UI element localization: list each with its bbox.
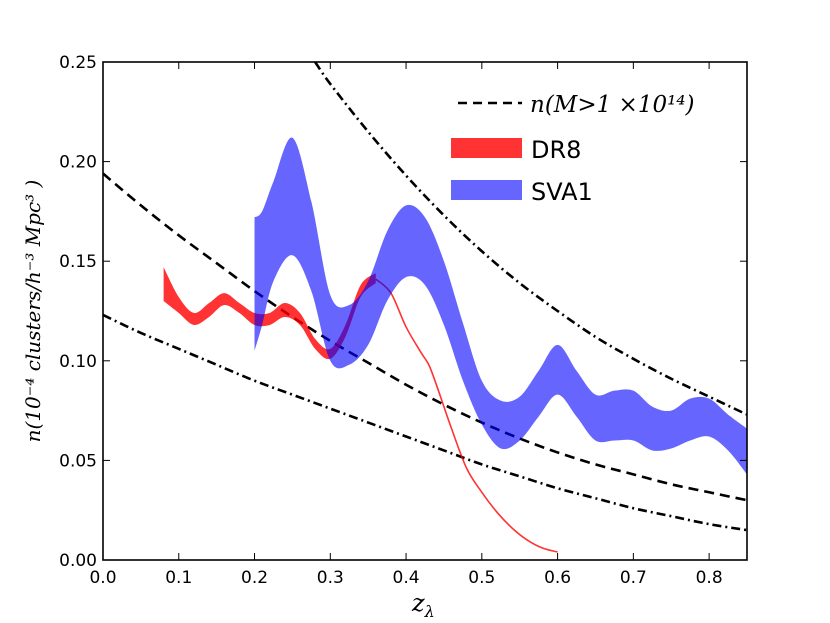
x-tick-label: 0.1 [165, 568, 192, 588]
x-axis-label-sub: λ [424, 602, 435, 621]
x-tick-label: 0.3 [317, 568, 344, 588]
x-tick-label: 0.2 [241, 568, 268, 588]
legend-swatch-dr8 [451, 138, 522, 158]
y-tick-label: 0.20 [59, 153, 97, 173]
series-line-n-m-1-10 [103, 172, 747, 502]
legend-label-sva1: SVA1 [531, 178, 593, 206]
legend-swatch-sva1 [451, 180, 522, 200]
x-axis-label: zλ [411, 589, 435, 621]
series-band-sva1 [254, 137, 747, 475]
legend-label-dr8: DR8 [531, 136, 581, 164]
series-line-lower-bound [103, 313, 747, 532]
y-tick-label: 0.25 [59, 53, 97, 73]
axis-layer: 0.0 0.1 0.2 0.3 0.4 0.5 0.6 0.7 0.8 0.00 0.05 0.10 0… [59, 53, 747, 588]
y-axis-label: n(10⁻⁴ clusters/h⁻³ Mpc³ ) [21, 180, 45, 443]
x-tick-label: 0.8 [696, 568, 723, 588]
series-line-upper-bound [314, 62, 747, 416]
x-tick-label: 0.7 [620, 568, 647, 588]
x-axis-label-main: z [411, 589, 425, 617]
x-tick-label: 0.6 [544, 568, 571, 588]
series-band-dr8 [163, 267, 376, 360]
x-tick-label: 0.4 [393, 568, 420, 588]
series-layer [103, 62, 747, 553]
y-tick-label: 0.00 [59, 551, 97, 571]
legend-label-model: n(M>1 ×10¹⁴) [530, 92, 695, 118]
x-tick-label: 0.0 [89, 568, 116, 588]
plot-frame [102, 61, 748, 561]
y-tick-label: 0.10 [59, 352, 97, 372]
x-tick-label: 0.5 [468, 568, 495, 588]
series-line-dr8-extension [375, 278, 558, 553]
y-tick-label: 0.15 [59, 252, 97, 272]
y-tick-label: 0.05 [59, 451, 97, 471]
legend: n(M>1 ×10¹⁴) DR8 SVA1 [451, 92, 695, 206]
